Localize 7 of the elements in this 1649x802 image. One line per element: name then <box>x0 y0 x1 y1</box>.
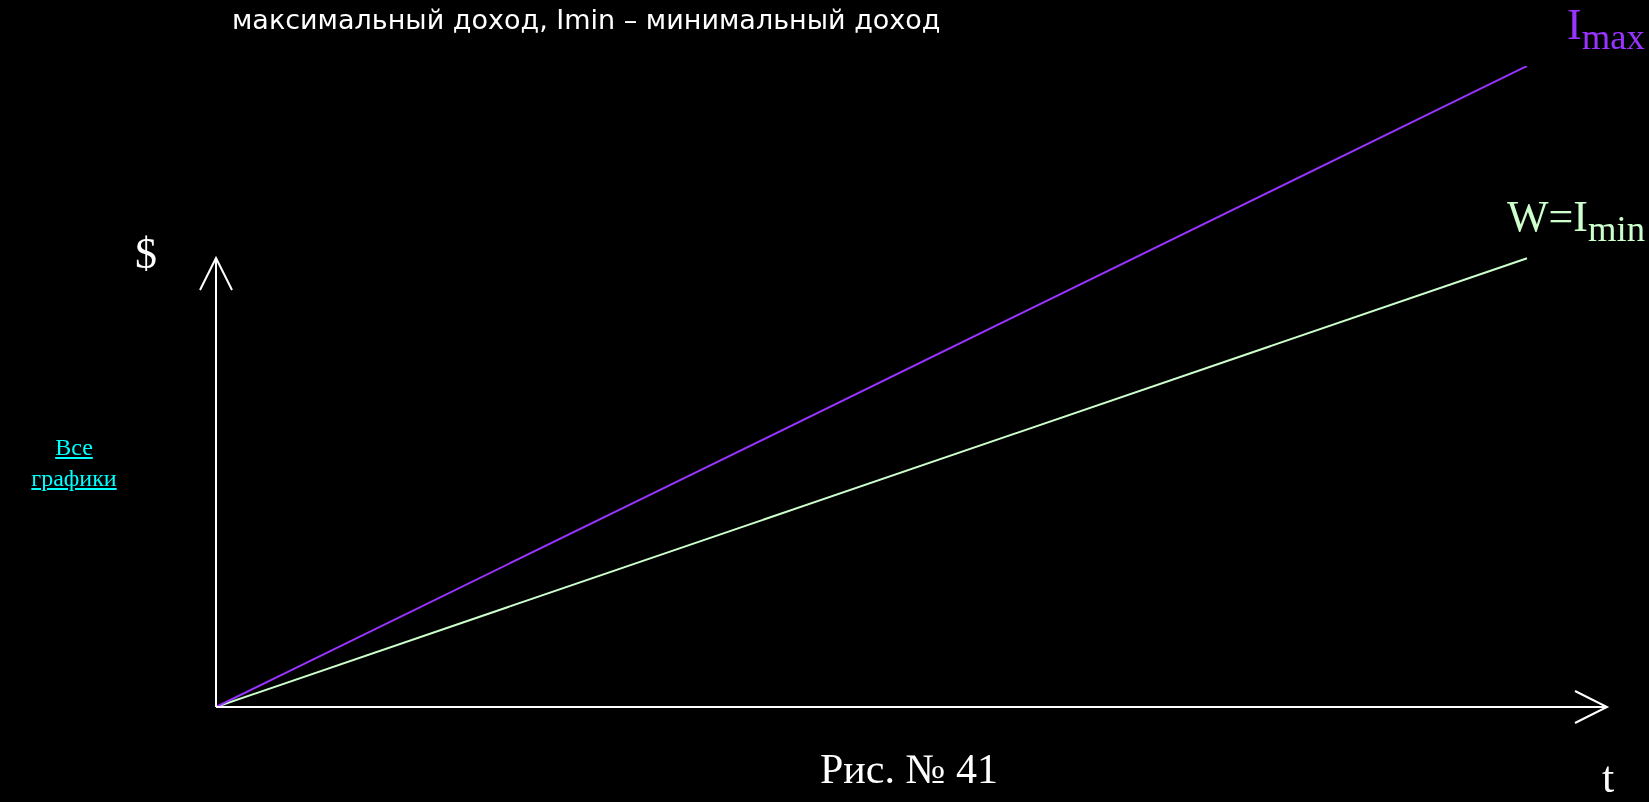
chart-title: максимальный доход, Imin – минимальный доход <box>232 4 941 35</box>
y-axis-title: $ <box>135 228 157 279</box>
series-label: W=I$_{min}$ <box>1507 191 1646 251</box>
series-label: I$_{max}$ <box>1567 0 1645 58</box>
x-axis-title: t <box>1602 752 1615 802</box>
text: Рис. № 41 <box>820 745 999 793</box>
annotation: Все графики <box>30 433 118 494</box>
